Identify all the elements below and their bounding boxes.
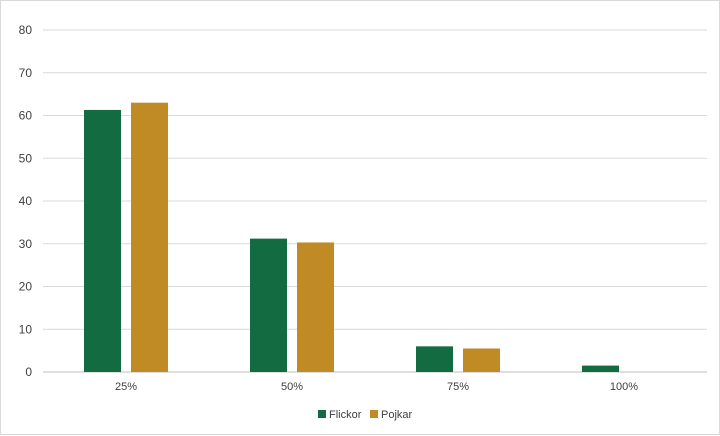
y-tick-label: 40 [19, 194, 33, 208]
legend-label-flickor: Flickor [329, 409, 362, 421]
y-tick-label: 10 [19, 322, 33, 336]
x-tick-label: 100% [610, 381, 638, 393]
bar-pojkar-0 [131, 102, 168, 373]
y-tick-label: 60 [19, 109, 33, 123]
bar-flickor-2 [416, 346, 453, 372]
legend-swatch-flickor [318, 410, 326, 418]
x-tick-label: 25% [115, 381, 137, 393]
legend-swatch-pojkar [370, 410, 378, 418]
bar-pojkar-1 [297, 242, 334, 372]
y-tick-label: 70 [19, 66, 33, 80]
y-tick-label: 80 [19, 23, 33, 37]
x-tick-label: 75% [447, 381, 469, 393]
y-axis: 0 10 20 30 40 50 60 70 80 [19, 23, 33, 379]
x-tick-label: 50% [281, 381, 303, 393]
y-tick-label: 50 [19, 151, 33, 165]
bar-pojkar-2 [463, 348, 500, 372]
legend-label-pojkar: Pojkar [381, 409, 413, 421]
bar-flickor-0 [84, 109, 121, 372]
y-tick-label: 0 [25, 365, 32, 379]
y-tick-label: 30 [19, 237, 33, 251]
x-axis: 25% 50% 75% 100% [115, 381, 638, 393]
legend: Flickor Pojkar [318, 409, 413, 421]
bars [84, 102, 619, 373]
bar-flickor-1 [250, 238, 287, 372]
y-tick-label: 20 [19, 280, 33, 294]
bar-flickor-3 [582, 365, 619, 372]
